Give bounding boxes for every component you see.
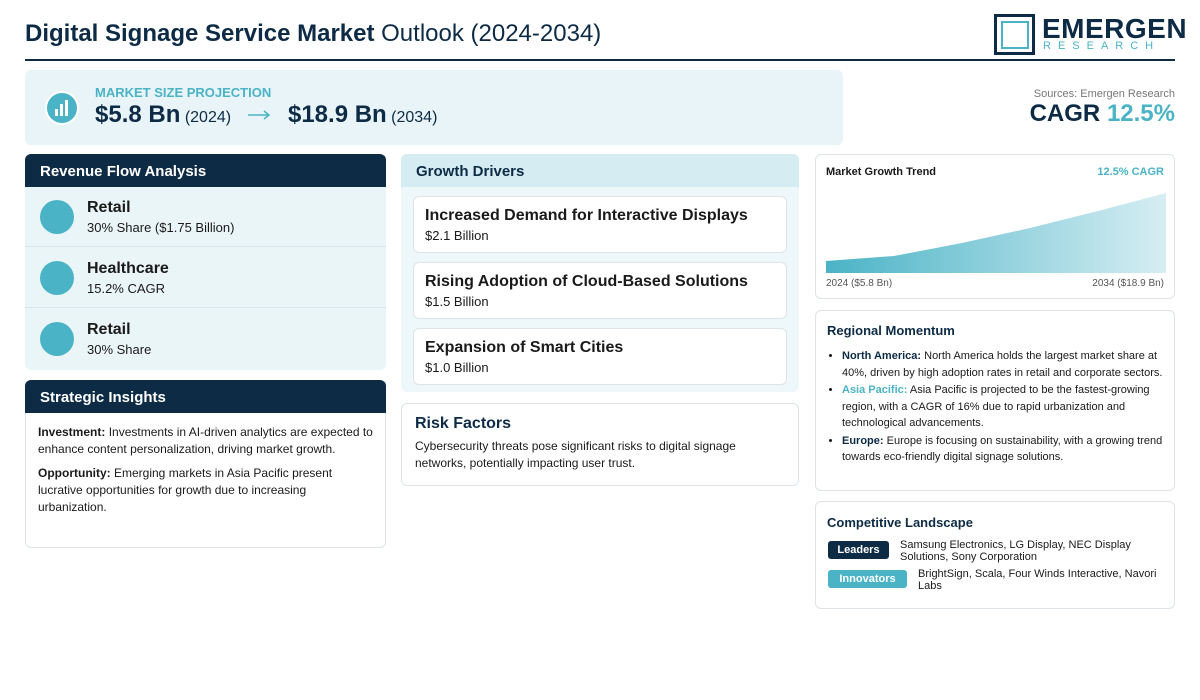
sources: Sources: Emergen Research	[1033, 88, 1175, 100]
row-icon	[40, 322, 74, 356]
header-rule	[25, 59, 1175, 61]
region-name: North America:	[842, 350, 922, 362]
region-item: North America: North America holds the l…	[842, 348, 1163, 381]
revenue-row: Retail 30% Share	[25, 309, 386, 369]
region-item: Europe: Europe is focusing on sustainabi…	[842, 433, 1163, 466]
trend-end: 2034 ($18.9 Bn)	[1092, 278, 1164, 289]
logo-name: EMERGEN	[1042, 13, 1188, 44]
row-name: Healthcare	[87, 260, 169, 277]
cagr-label: CAGR	[1029, 100, 1101, 127]
insight-label: Investment:	[38, 425, 106, 439]
start-year: (2024)	[184, 109, 232, 126]
section-header: Strategic Insights	[25, 380, 386, 413]
row-name: Retail	[87, 321, 131, 338]
strategic-insights: Strategic Insights Investment: Investmen…	[25, 380, 386, 548]
risk-factors: Risk Factors Cybersecurity threats pose …	[401, 403, 799, 486]
revenue-flow: Revenue Flow Analysis Retail 30% Share ($…	[25, 154, 386, 370]
chart-icon	[55, 100, 68, 116]
driver-value: $1.5 Billion	[425, 294, 489, 309]
group-companies: BrightSign, Scala, Four Winds Interactiv…	[918, 568, 1157, 592]
driver-name: Increased Demand for Interactive Display…	[425, 207, 748, 224]
insights-body: Investment: Investments in AI-driven ana…	[26, 412, 385, 516]
driver-card: Increased Demand for Interactive Display…	[413, 196, 787, 253]
row-icon	[40, 261, 74, 295]
driver-card: Expansion of Smart Cities $1.0 Billion	[413, 328, 787, 385]
trend-title: Market Growth Trend	[826, 166, 937, 178]
insight-label: Opportunity:	[38, 466, 111, 480]
logo-tagline: RESEARCH	[1043, 40, 1161, 52]
group-badge: Innovators	[828, 570, 907, 588]
title-bold: Digital Signage Service Market	[25, 20, 375, 47]
risk-text: Cybersecurity threats pose significant r…	[415, 439, 736, 470]
row-icon	[40, 200, 74, 234]
row-detail: 30% Share ($1.75 Billion)	[87, 220, 235, 235]
arrow	[247, 110, 270, 120]
cagr-value: 12.5%	[1106, 100, 1175, 127]
competitive-title: Competitive Landscape	[827, 515, 973, 530]
region-item: Asia Pacific: Asia Pacific is projected …	[842, 382, 1163, 432]
row-name: Retail	[87, 199, 131, 216]
projection-values: $5.8 Bn (2024) $18.9 Bn (2034)	[95, 101, 437, 129]
projection-box: MARKET SIZE PROJECTION $5.8 Bn (2024) $1…	[25, 70, 843, 145]
section-header: Revenue Flow Analysis	[25, 154, 386, 187]
projection-icon	[45, 91, 79, 125]
driver-value: $2.1 Billion	[425, 228, 489, 243]
row-detail: 15.2% CAGR	[87, 281, 166, 296]
start-value: $5.8 Bn	[95, 101, 181, 128]
regional-title: Regional Momentum	[827, 323, 955, 338]
region-text: Asia Pacific is projected to be the fast…	[842, 384, 1150, 429]
trend-area	[826, 193, 1166, 273]
insight-text: Investments in AI-driven analytics are e…	[38, 425, 373, 456]
region-text: North America holds the largest market s…	[842, 350, 1163, 379]
revenue-row: Retail 30% Share ($1.75 Billion)	[25, 187, 386, 247]
trend-cagr: 12.5% CAGR	[1097, 166, 1164, 178]
insight-text: Emerging markets in Asia Pacific present…	[38, 466, 333, 514]
section-header: Growth Drivers	[401, 154, 799, 187]
row-detail: 30% Share	[87, 342, 152, 357]
region-list: North America: North America holds the l…	[827, 348, 1163, 466]
risk-title: Risk Factors	[415, 415, 512, 432]
driver-card: Rising Adoption of Cloud-Based Solutions…	[413, 262, 787, 319]
end-value: $18.9 Bn	[287, 101, 387, 128]
cagr: CAGR 12.5%	[1030, 100, 1175, 128]
insight: Investment: Investments in AI-driven ana…	[38, 424, 373, 458]
insight: Opportunity: Emerging markets in Asia Pa…	[38, 465, 373, 516]
revenue-row: Healthcare 15.2% CAGR	[25, 248, 386, 308]
driver-name: Rising Adoption of Cloud-Based Solutions	[425, 273, 748, 290]
driver-value: $1.0 Billion	[425, 360, 489, 375]
region-text: Europe is focusing on sustainability, wi…	[842, 434, 1163, 464]
driver-name: Expansion of Smart Cities	[425, 339, 624, 356]
title-rest: Outlook (2024-2034)	[381, 20, 602, 47]
trend-start: 2024 ($5.8 Bn)	[826, 278, 893, 289]
projection-label: MARKET SIZE PROJECTION	[95, 85, 272, 100]
growth-drivers: Growth Drivers Increased Demand for Inte…	[401, 154, 799, 392]
end-year: (2034)	[391, 109, 438, 126]
trend-card: Market Growth Trend 12.5% CAGR 2024 ($5.…	[815, 154, 1175, 299]
competitive-landscape: Competitive Landscape Leaders Samsung El…	[815, 501, 1175, 609]
region-name: Asia Pacific:	[842, 384, 908, 396]
region-name: Europe:	[842, 434, 884, 447]
regional-momentum: Regional Momentum North America: North A…	[815, 310, 1175, 491]
group-companies: Samsung Electronics, LG Display, NEC Dis…	[900, 539, 1131, 563]
group-badge: Leaders	[828, 541, 889, 559]
logo-mark	[994, 14, 1035, 55]
page-title: Digital Signage Service Market Outlook (…	[25, 20, 601, 48]
